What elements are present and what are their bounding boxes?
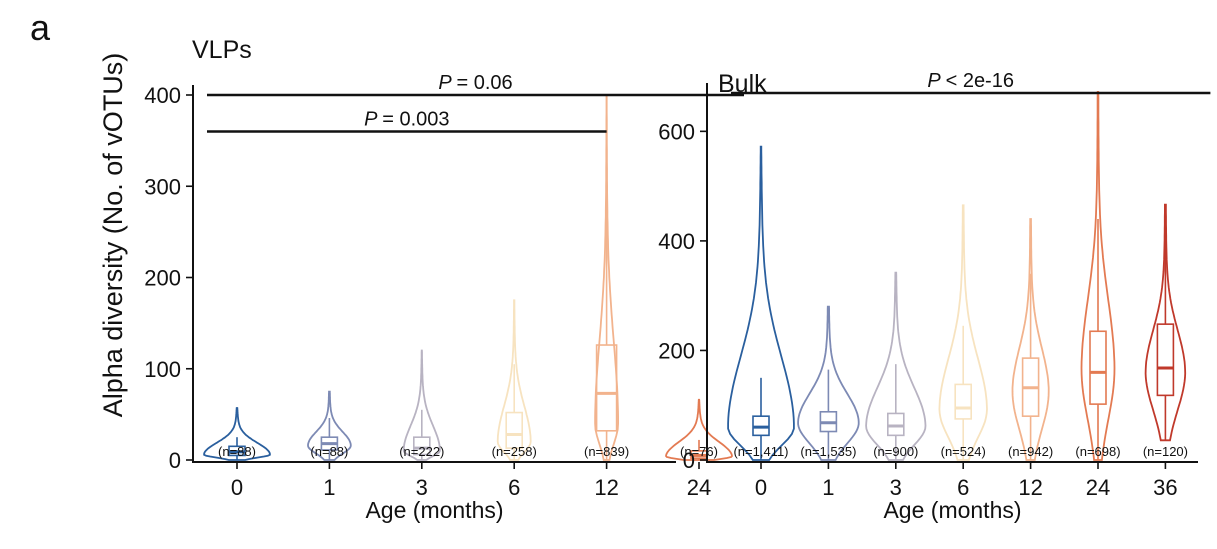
n-label: (n=88) [310,444,348,459]
violin-shape [203,407,271,461]
y-tick-label: 400 [144,83,181,108]
y-tick-label: 0 [169,448,181,473]
p-value-label: P < 2e-16 [927,70,1014,92]
y-axis-label: Alpha diversity (No. of vOTUs) [98,53,128,418]
violin-shape [797,305,860,461]
violin-shape [402,349,441,461]
p-value-text: = 0.003 [382,109,449,131]
n-label: (n=1,535) [800,444,856,459]
y-tick-label: 600 [658,119,695,144]
x-axis-label: Age (months) [365,497,503,523]
violin-shape [665,398,733,461]
box-iqr [1089,330,1107,405]
n-label: (n=222) [399,444,444,459]
y-tick-label: 200 [658,338,695,363]
p-value-label: P = 0.003 [364,109,449,131]
n-label: (n=900) [873,444,918,459]
violin-shape [1011,218,1050,461]
x-tick-label: 12 [1018,475,1042,500]
y-tick-label: 300 [144,174,181,199]
y-tick-label: 200 [144,266,181,291]
x-tick-label: 24 [687,475,711,500]
p-value-text: = 0.06 [456,72,512,94]
p-symbol: P [927,70,945,92]
x-tick-label: 36 [1153,475,1177,500]
p-symbol: P [438,72,456,94]
y-tick-label: 400 [658,229,695,254]
x-axis-label: Age (months) [883,497,1021,523]
x-tick-label: 3 [890,475,902,500]
x-tick-label: 24 [1086,475,1110,500]
x-tick-label: 1 [323,475,335,500]
box-iqr [1156,323,1175,397]
n-label: (n=258) [492,444,537,459]
chart-title: VLPs [192,36,252,64]
box-iqr [412,436,431,456]
n-label: (n=698) [1075,444,1120,459]
y-tick-label: 100 [144,357,181,382]
x-tick-label: 1 [822,475,834,500]
x-tick-label: 12 [594,475,618,500]
n-label: (n=88) [218,444,256,459]
box-iqr [505,411,524,449]
vlps-panel: VLPs 0 100 200 300 400 0 1 3 6 12 24 Age (months) (n=… [144,36,744,523]
violin-shape [865,271,927,461]
violin-shape [727,145,795,461]
y-tick-label: 0 [683,448,695,473]
n-label: (n=1,411) [733,444,788,459]
x-tick-label: 3 [416,475,428,500]
violin-shape [1144,203,1187,442]
n-label: (n=524) [941,444,986,459]
box-iqr [954,383,973,420]
p-value-label: P = 0.06 [438,72,512,94]
p-value-text: < 2e-16 [946,70,1014,92]
n-label: (n=76) [680,444,718,459]
n-label: (n=942) [1008,444,1053,459]
n-label: (n=120) [1143,444,1188,459]
panel-label: a [30,7,51,48]
x-tick-label: 6 [508,475,520,500]
n-label: (n=839) [584,444,629,459]
x-tick-label: 0 [231,475,243,500]
violin-shape [307,390,352,461]
x-tick-label: 6 [957,475,969,500]
violin-shape [938,204,988,461]
violin-shape [496,299,532,461]
x-tick-label: 0 [755,475,767,500]
box-iqr [886,412,905,437]
box-iqr [595,344,618,432]
p-symbol: P [364,109,382,131]
